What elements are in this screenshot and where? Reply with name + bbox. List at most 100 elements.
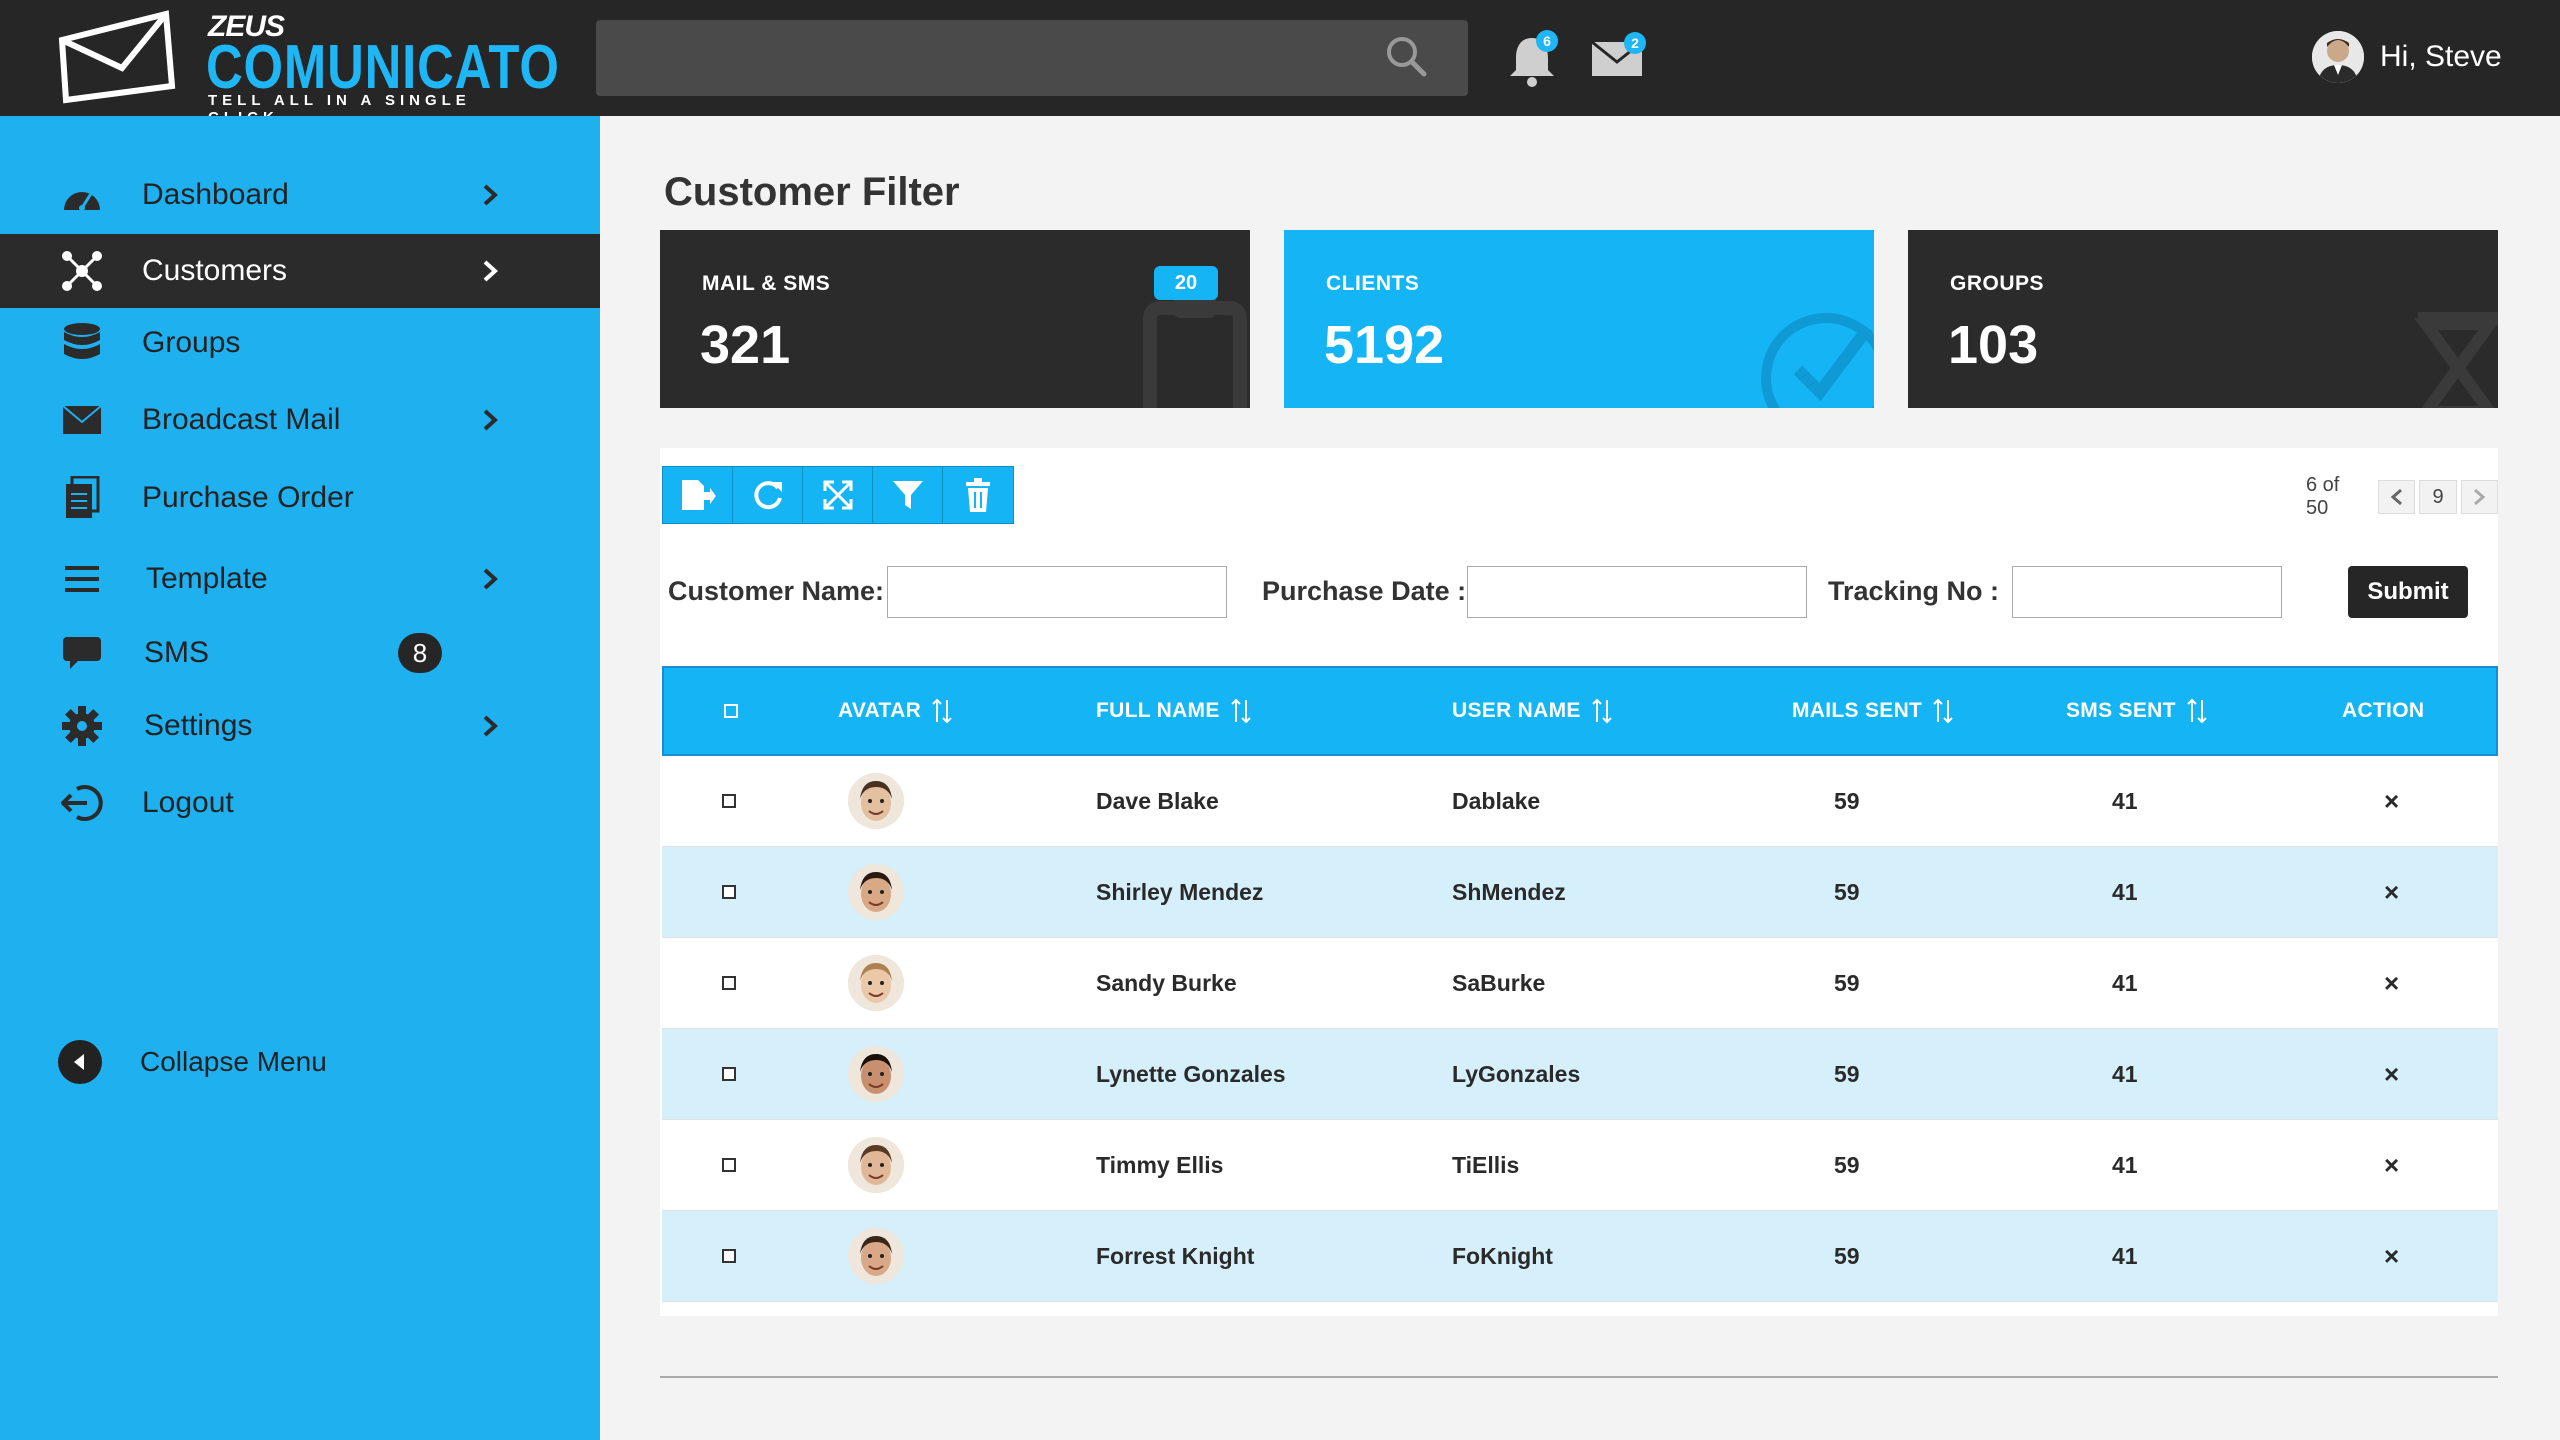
- purchase-date-input[interactable]: [1467, 566, 1807, 618]
- table-row[interactable]: Timmy Ellis TiEllis 59 41 ×: [662, 1120, 2498, 1211]
- mails-sent-cell: 59: [1834, 1060, 1860, 1087]
- table-row[interactable]: Dave Blake Dablake 59 41 ×: [662, 756, 2498, 847]
- header-avatar[interactable]: AVATAR: [838, 668, 953, 754]
- search-icon[interactable]: [1384, 34, 1428, 78]
- search-input[interactable]: [596, 20, 1468, 96]
- table-row[interactable]: Shirley Mendez ShMendez 59 41 ×: [662, 847, 2498, 938]
- sidebar-item-dashboard[interactable]: Dashboard: [0, 158, 600, 232]
- logo-name-text: COMUNICATO: [206, 33, 560, 102]
- notifications-button[interactable]: 6: [1506, 30, 1558, 93]
- header-label: MAILS SENT: [1792, 699, 1923, 722]
- row-checkbox[interactable]: [722, 885, 736, 899]
- row-select-cell: [722, 1120, 736, 1210]
- full-name-cell: Shirley Mendez: [1096, 878, 1264, 905]
- export-button[interactable]: [663, 467, 733, 523]
- sidebar-item-groups[interactable]: Groups: [0, 306, 600, 380]
- customer-name-input[interactable]: [887, 566, 1227, 618]
- sidebar-item-settings[interactable]: Settings: [0, 689, 600, 763]
- fullscreen-button[interactable]: [803, 467, 873, 523]
- envelope-icon: [60, 398, 104, 442]
- stat-card-label: MAIL & SMS: [702, 272, 831, 295]
- sidebar-item-label: Logout: [142, 786, 234, 819]
- stat-card-clients[interactable]: CLIENTS 5192: [1284, 230, 1874, 408]
- dashboard-gauge-icon: [60, 173, 104, 217]
- mails-sent-cell: 59: [1834, 969, 1860, 996]
- avatar: [848, 773, 904, 829]
- row-checkbox[interactable]: [722, 1158, 736, 1172]
- header-label: FULL NAME: [1096, 699, 1220, 722]
- avatar: [848, 864, 904, 920]
- export-icon: [681, 480, 716, 510]
- prev-page-button[interactable]: [2378, 480, 2416, 514]
- sms-sent-cell: 41: [2112, 1242, 2138, 1269]
- row-checkbox[interactable]: [722, 794, 736, 808]
- sidebar-item-template[interactable]: Template: [0, 542, 600, 616]
- app-logo[interactable]: ZEUS COMUNICATO TELL ALL IN A SINGLE CLI…: [56, 10, 559, 126]
- header-sms-sent[interactable]: SMS SENT: [2066, 668, 2208, 754]
- delete-row-button[interactable]: ×: [2384, 1149, 2400, 1180]
- sidebar-item-sms[interactable]: SMS 8: [0, 616, 600, 690]
- avatar: [848, 955, 904, 1011]
- filter-icon: [892, 481, 923, 509]
- row-checkbox[interactable]: [722, 1249, 736, 1263]
- select-all-checkbox[interactable]: [724, 704, 738, 718]
- delete-row-button[interactable]: ×: [2384, 876, 2400, 907]
- stat-card-mail-sms[interactable]: MAIL & SMS 321 20: [660, 230, 1250, 408]
- stat-card-groups[interactable]: GROUPS 103: [1908, 230, 2498, 408]
- table-row[interactable]: Forrest Knight FoKnight 59 41 ×: [662, 1211, 2498, 1302]
- avatar-cell: [848, 938, 904, 1028]
- sort-icon: [1592, 698, 1612, 724]
- user-name-cell: FoKnight: [1452, 1242, 1553, 1269]
- user-name-cell: Dablake: [1452, 787, 1541, 814]
- notifications-badge: 6: [1536, 30, 1558, 52]
- tracking-no-input[interactable]: [2012, 566, 2282, 618]
- full-name-cell: Timmy Ellis: [1096, 1151, 1224, 1178]
- trash-icon: [966, 478, 990, 512]
- refresh-button[interactable]: [733, 467, 803, 523]
- chevron-right-icon: [2474, 488, 2486, 506]
- row-checkbox[interactable]: [722, 976, 736, 990]
- chevron-right-icon: [483, 260, 498, 282]
- sidebar: Dashboard Customers Groups Broadcast Mai…: [0, 116, 600, 1440]
- messages-badge: 2: [1624, 32, 1646, 54]
- user-menu[interactable]: Hi, Steve: [2312, 26, 2502, 88]
- delete-row-button[interactable]: ×: [2384, 1240, 2400, 1271]
- header-label: ACTION: [2342, 699, 2425, 722]
- table-body: Dave Blake Dablake 59 41 × Shirley Mende…: [662, 756, 2498, 1302]
- delete-row-button[interactable]: ×: [2384, 785, 2400, 816]
- submit-button[interactable]: Submit: [2348, 566, 2468, 618]
- avatar: [848, 1046, 904, 1102]
- messages-button[interactable]: 2: [1590, 32, 1646, 85]
- customer-table: AVATAR FULL NAME USER NAME MAILS SENT SM…: [662, 666, 2498, 1302]
- table-row[interactable]: Lynette Gonzales LyGonzales 59 41 ×: [662, 1029, 2498, 1120]
- pagination-text: 6 of 50: [2306, 474, 2340, 519]
- header-user-name[interactable]: USER NAME: [1452, 668, 1613, 754]
- sidebar-item-customers[interactable]: Customers: [0, 234, 600, 308]
- sidebar-item-logout[interactable]: Logout: [0, 766, 600, 840]
- pagination: 6 of 50 9: [2306, 474, 2499, 520]
- delete-row-button[interactable]: ×: [2384, 967, 2400, 998]
- header-full-name[interactable]: FULL NAME: [1096, 668, 1252, 754]
- avatar: [848, 1228, 904, 1284]
- next-page-button[interactable]: [2460, 480, 2499, 514]
- sidebar-item-label: Purchase Order: [142, 481, 354, 514]
- avatar-cell: [848, 756, 904, 846]
- chevron-right-icon: [483, 715, 498, 737]
- filter-button[interactable]: [873, 467, 943, 523]
- stat-card-value: 5192: [1324, 315, 1445, 375]
- header-mails-sent[interactable]: MAILS SENT: [1792, 668, 1954, 754]
- database-icon: [60, 321, 104, 365]
- sidebar-item-broadcast-mail[interactable]: Broadcast Mail: [0, 383, 600, 457]
- delete-button[interactable]: [943, 467, 1013, 523]
- chevron-right-icon: [483, 409, 498, 431]
- row-checkbox[interactable]: [722, 1067, 736, 1081]
- delete-row-button[interactable]: ×: [2384, 1058, 2400, 1089]
- table-row[interactable]: Sandy Burke SaBurke 59 41 ×: [662, 938, 2498, 1029]
- page-number[interactable]: 9: [2419, 480, 2457, 514]
- select-all-cell[interactable]: [724, 668, 738, 754]
- sms-sent-cell: 41: [2112, 1060, 2138, 1087]
- stat-card-badge: 20: [1154, 266, 1218, 300]
- sidebar-item-label: Dashboard: [142, 178, 289, 211]
- collapse-menu-button[interactable]: Collapse Menu: [58, 1040, 327, 1084]
- sidebar-item-purchase-order[interactable]: Purchase Order: [0, 461, 600, 535]
